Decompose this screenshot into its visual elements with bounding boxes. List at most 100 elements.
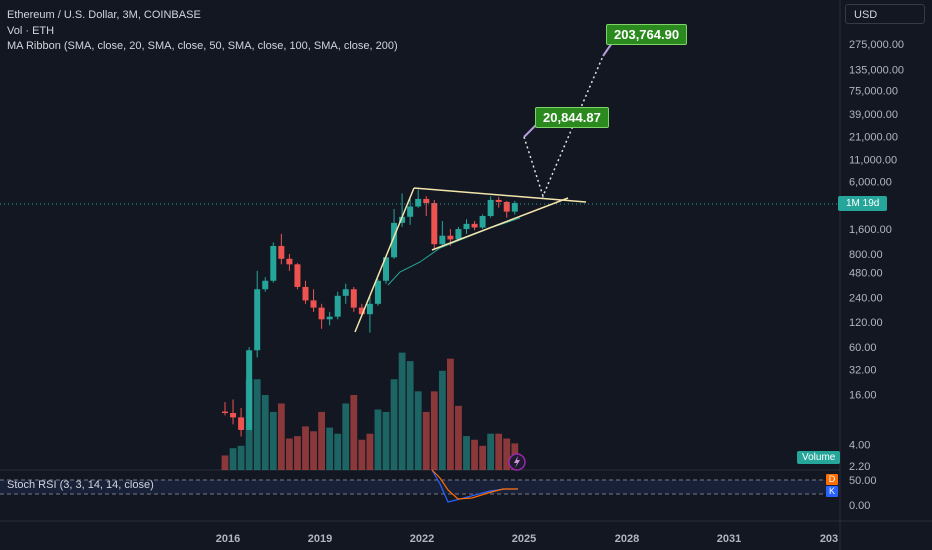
volume-bar	[269, 411, 277, 470]
volume-bar	[358, 439, 366, 470]
candle-body	[350, 289, 357, 308]
volume-bar	[463, 436, 470, 470]
price-tick-label: 11,000.00	[849, 155, 897, 167]
candle-body	[318, 307, 325, 320]
projection-path	[523, 55, 604, 199]
time-axis: 2016 2019 2022 2025 2028 2031 203	[216, 533, 838, 545]
volume-bar	[229, 448, 237, 470]
candle-body	[374, 280, 381, 304]
time-tick-label: 2022	[410, 533, 434, 545]
candle-body	[366, 303, 373, 315]
stoch-tick-label: 50.00	[849, 475, 877, 487]
price-tick-label: 4.00	[849, 440, 870, 452]
volume-bar	[414, 391, 422, 470]
volume-bar	[495, 433, 503, 470]
volume-bar	[447, 358, 454, 470]
candle-body	[471, 223, 478, 228]
volume-bar	[261, 394, 269, 470]
price-tick-label: 135,000.00	[849, 65, 904, 77]
candlesticks	[222, 189, 518, 437]
ma-ribbon-line	[387, 217, 521, 286]
stoch-d-line	[431, 469, 518, 500]
volume-bar	[406, 361, 414, 470]
volume-bar	[438, 370, 446, 470]
candle-body	[310, 300, 317, 308]
volume-legend[interactable]: Vol · ETH	[7, 25, 55, 37]
target-upper-label: 203,764.90	[606, 24, 688, 45]
candle-body	[431, 203, 438, 245]
time-tick-label: 203	[820, 533, 838, 545]
volume-bars	[221, 352, 519, 470]
volume-bar	[302, 426, 309, 470]
candle-body	[270, 245, 277, 281]
candle-body	[455, 229, 462, 240]
trendline-lower	[431, 197, 569, 251]
volume-bar	[237, 445, 245, 470]
candle-body	[230, 413, 237, 418]
candle-body	[358, 307, 365, 315]
volume-bar	[390, 379, 398, 470]
chart-drawings	[0, 42, 840, 471]
target-lower-label: 20,844.87	[535, 107, 609, 128]
candle-body	[407, 206, 414, 217]
volume-bar	[366, 433, 374, 470]
price-axis: 275,000.00 135,000.00 75,000.00 39,000.00 21…	[849, 39, 904, 473]
candle-body	[254, 289, 261, 351]
time-tick-label: 2025	[512, 533, 536, 545]
candle-body	[334, 295, 341, 317]
candle-body	[278, 245, 285, 259]
price-tick-label: 1,600.00	[849, 224, 892, 236]
price-tick-label: 2.20	[849, 461, 870, 473]
time-tick-label: 2031	[717, 533, 741, 545]
trendline-upper	[413, 187, 587, 203]
volume-bar	[326, 427, 334, 470]
price-tick-label: 16.00	[849, 390, 877, 402]
volume-bar	[479, 445, 486, 470]
candle-body	[479, 216, 486, 228]
volume-axis-tag: Volume	[797, 451, 841, 464]
volume-bar	[455, 405, 462, 470]
candle-body	[246, 350, 253, 430]
price-tick-label: 800.00	[849, 249, 883, 261]
volume-bar	[422, 411, 430, 470]
volume-bar	[382, 411, 390, 470]
price-tick-label: 60.00	[849, 342, 877, 354]
stoch-rsi-pane: 50.00 0.00	[0, 469, 877, 512]
candle-body	[447, 235, 454, 240]
volume-bar	[430, 391, 438, 470]
price-tick-label: 32.00	[849, 365, 877, 377]
volume-bar	[253, 379, 261, 470]
volume-bar	[374, 409, 382, 470]
current-price-countdown: 1M 19d	[838, 196, 888, 211]
price-tick-label: 75,000.00	[849, 86, 898, 98]
candle-body	[286, 258, 293, 265]
volume-bar	[310, 431, 317, 470]
candle-body	[511, 203, 518, 212]
volume-bar	[342, 403, 350, 470]
volume-bar	[221, 455, 229, 470]
candle-body	[262, 280, 269, 290]
candle-body	[302, 286, 309, 301]
volume-bar	[286, 438, 293, 470]
candle-body	[487, 199, 494, 217]
stoch-band	[0, 480, 840, 494]
lightning-bolt-icon	[514, 456, 520, 468]
currency-selector[interactable]: USD	[845, 4, 925, 24]
target-upper-pointer	[602, 42, 613, 57]
time-tick-label: 2019	[308, 533, 332, 545]
stoch-d-tag: D	[826, 474, 838, 485]
stoch-rsi-legend[interactable]: Stoch RSI (3, 3, 14, 14, close)	[7, 479, 154, 491]
stoch-k-tag: K	[826, 486, 838, 497]
ma-ribbon-legend[interactable]: MA Ribbon (SMA, close, 20, SMA, close, 5…	[7, 40, 398, 52]
candle-body	[383, 257, 389, 281]
candle-body	[439, 235, 446, 245]
price-tick-label: 480.00	[849, 267, 883, 279]
volume-bar	[294, 436, 301, 470]
price-tick-label: 275,000.00	[849, 39, 904, 51]
price-tick-label: 120.00	[849, 317, 883, 329]
symbol-legend[interactable]: Ethereum / U.S. Dollar, 3M, COINBASE	[7, 9, 201, 21]
trendline-impulse	[354, 187, 415, 333]
volume-bar	[350, 394, 358, 470]
volume-bar	[318, 411, 325, 470]
